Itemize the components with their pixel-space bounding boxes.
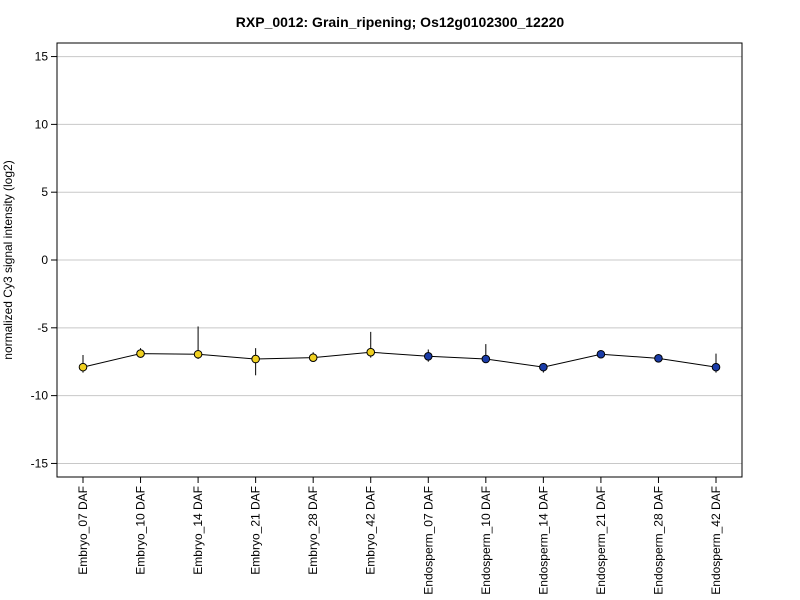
x-tick-label: Embryo_07 DAF: [76, 486, 90, 575]
data-point: [78, 362, 88, 372]
x-tick-label: Endosperm_14 DAF: [536, 486, 550, 595]
x-tick-label: Embryo_42 DAF: [364, 486, 378, 575]
data-point: [308, 353, 318, 362]
x-tick-label: Endosperm_28 DAF: [651, 486, 665, 595]
data-point: [711, 362, 721, 372]
data-point: [481, 354, 491, 364]
y-axis-label: normalized Cy3 signal intensity (log2): [1, 160, 15, 359]
x-axis: Embryo_07 DAF Embryo_10 DAF Embryo_14 DAF E…: [76, 477, 723, 595]
data-point: [251, 354, 260, 364]
x-tick-label: Embryo_10 DAF: [134, 486, 148, 575]
x-tick-label: Endosperm_07 DAF: [421, 486, 435, 595]
x-tick-label: Embryo_21 DAF: [249, 486, 263, 575]
y-tick-label: -10: [31, 389, 49, 403]
data-point: [366, 347, 376, 357]
data-point: [423, 351, 433, 361]
x-tick-label: Endosperm_42 DAF: [709, 486, 723, 595]
chart-title: RXP_0012: Grain_ripening; Os12g0102300_1…: [236, 14, 565, 30]
data-points: [78, 347, 721, 372]
y-tick-label: 10: [35, 117, 49, 131]
data-point: [596, 349, 606, 359]
x-tick-label: Endosperm_21 DAF: [594, 486, 608, 595]
error-bars: [82, 326, 717, 376]
y-tick-label: -5: [37, 321, 48, 335]
y-tick-label: -15: [31, 456, 49, 470]
x-tick-label: Embryo_28 DAF: [306, 486, 320, 575]
y-tick-label: 0: [41, 253, 48, 267]
series-line-group: [82, 351, 717, 368]
data-point: [193, 349, 203, 359]
data-point: [539, 362, 548, 372]
y-axis: -15 -10 -5 0 5 10 15: [31, 50, 57, 470]
y-tick-label: 5: [41, 185, 48, 199]
series-line: [82, 351, 717, 368]
grid-lines: [57, 56, 742, 464]
x-tick-label: Endosperm_10 DAF: [479, 486, 493, 595]
x-tick-label: Embryo_14 DAF: [191, 486, 205, 575]
data-point: [136, 349, 145, 358]
y-tick-label: 15: [35, 50, 49, 64]
data-point: [654, 354, 663, 363]
